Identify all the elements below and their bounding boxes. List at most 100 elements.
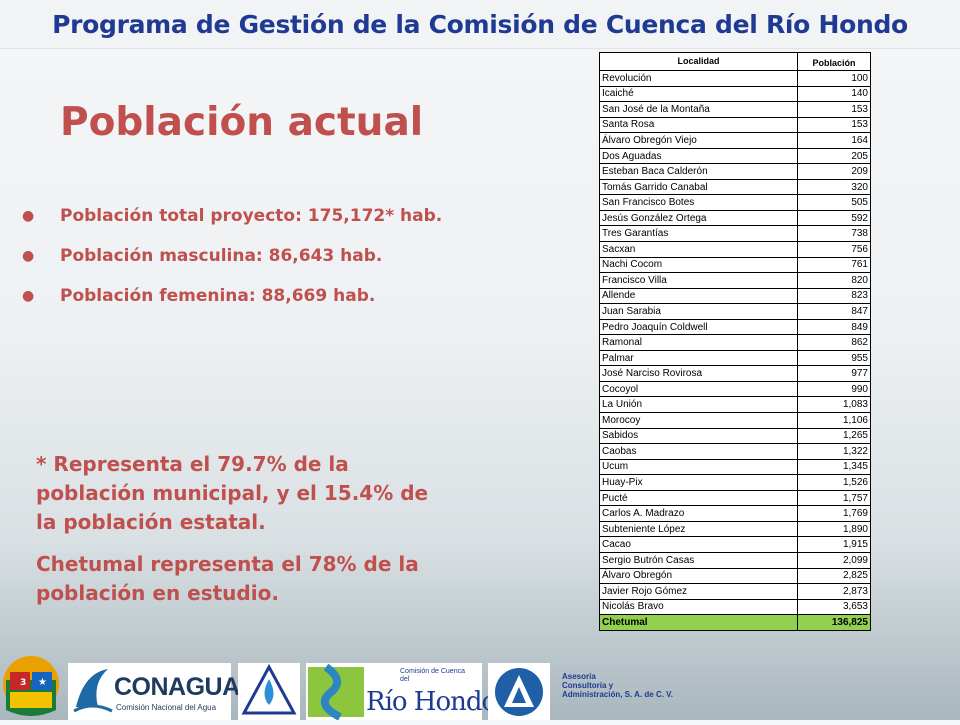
table-row: Nicolás Bravo 3,653 [599, 598, 871, 616]
cell-locality: Javier Rojo Gómez [599, 583, 798, 600]
rio-hondo-logo: Comisión de Cuenca del Río Hondo [306, 663, 497, 720]
capa-logo [238, 663, 300, 720]
column-header-locality: Localidad [599, 52, 798, 71]
table-row: Javier Rojo Gómez 2,873 [599, 583, 871, 600]
table-row: Álvaro Obregón Viejo 164 [599, 132, 871, 149]
svg-text:3: 3 [20, 678, 26, 688]
cell-locality: Allende [599, 287, 798, 305]
cell-locality: Icaiché [599, 85, 798, 103]
table-row: Juan Sarabia 847 [599, 303, 871, 320]
column-header-population: Población [797, 52, 871, 71]
table-row: Santa Rosa 153 [599, 116, 871, 134]
cell-locality: Revolución [599, 70, 798, 87]
table-row: Pedro Joaquín Coldwell 849 [599, 318, 871, 336]
cell-population: 2,873 [797, 583, 871, 600]
cell-locality: Sergio Butrón Casas [599, 551, 798, 569]
cell-locality: Caobas [599, 443, 798, 460]
asesoria-line: Asesoría [562, 672, 596, 681]
cell-locality: Santa Rosa [599, 116, 798, 134]
cell-locality: Nachi Cocom [599, 256, 798, 274]
bullet-item: ● Población masculina: 86,643 hab. [22, 236, 542, 276]
cell-population: 1,890 [797, 520, 871, 538]
cell-population: 164 [797, 132, 871, 149]
table-row: Caobas 1,322 [599, 443, 871, 460]
cell-population: 738 [797, 225, 871, 243]
table-header-row: Localidad Población [599, 52, 871, 71]
note-block: * Representa el 79.7% de la población mu… [36, 450, 436, 621]
table-body: Revolución 100 Icaiché 140 San José de la Mo… [599, 70, 871, 631]
cell-population: 1,083 [797, 396, 871, 414]
cell-locality: Francisco Villa [599, 272, 798, 289]
cell-population: 2,099 [797, 551, 871, 569]
section-title: Población actual [60, 100, 424, 145]
bullet-icon: ● [22, 208, 35, 224]
table-row: Carlos A. Madrazo 1,769 [599, 505, 871, 522]
cell-locality: Tomás Garrido Canabal [599, 178, 798, 196]
page-title: Programa de Gestión de la Comisión de Cu… [52, 9, 908, 39]
cell-population: 847 [797, 303, 871, 320]
cell-population: 153 [797, 101, 871, 118]
cell-population: 1,915 [797, 536, 871, 553]
cell-population: 136,825 [797, 614, 871, 631]
cell-locality: Subteniente López [599, 520, 798, 538]
table-row: La Unión 1,083 [599, 396, 871, 414]
table-row: Sabidos 1,265 [599, 427, 871, 445]
cell-locality: Álvaro Obregón [599, 567, 798, 585]
cell-locality: Álvaro Obregón Viejo [599, 132, 798, 149]
bullet-item: ● Población femenina: 88,669 hab. [22, 276, 542, 316]
cell-population: 823 [797, 287, 871, 305]
cell-population: 1,757 [797, 489, 871, 507]
cell-locality: San Francisco Botes [599, 194, 798, 211]
table-row: Dos Aguadas 205 [599, 147, 871, 165]
cell-population: 320 [797, 178, 871, 196]
table-row: Jesús González Ortega 592 [599, 209, 871, 227]
cell-locality: Pucté [599, 489, 798, 507]
table-row: Revolución 100 [599, 70, 871, 87]
cell-locality: Sacxan [599, 241, 798, 258]
table-row: San José de la Montaña 153 [599, 101, 871, 118]
cell-population: 977 [797, 365, 871, 382]
svg-text:★: ★ [38, 677, 47, 688]
cell-population: 1,769 [797, 505, 871, 522]
cell-population: 153 [797, 116, 871, 134]
cell-locality: Huay-Pix [599, 474, 798, 491]
cell-locality: Esteban Baca Calderón [599, 163, 798, 180]
cell-locality: Nicolás Bravo [599, 598, 798, 616]
table-row: Esteban Baca Calderón 209 [599, 163, 871, 180]
table-row: Subteniente López 1,890 [599, 520, 871, 538]
asesoria-line: Consultoría y [562, 681, 614, 690]
quintana-roo-seal-logo: 3 ★ [0, 650, 62, 720]
cell-locality: Dos Aguadas [599, 147, 798, 165]
conagua-logo: CONAGUA Comisión Nacional del Agua [68, 663, 240, 720]
cell-locality: Ucum [599, 458, 798, 476]
table-row: Álvaro Obregón 2,825 [599, 567, 871, 585]
cell-locality: Juan Sarabia [599, 303, 798, 320]
table-row: Cocoyol 990 [599, 380, 871, 398]
table-row: Sergio Butrón Casas 2,099 [599, 551, 871, 569]
bullet-icon: ● [22, 248, 35, 264]
table-row: Pucté 1,757 [599, 489, 871, 507]
cell-population: 2,825 [797, 567, 871, 585]
cell-population: 820 [797, 272, 871, 289]
table-row: Sacxan 756 [599, 241, 871, 258]
table-row: Nachi Cocom 761 [599, 256, 871, 274]
cell-locality: Chetumal [599, 614, 798, 631]
asesoria-line: Administración, S. A. de C. V. [562, 690, 673, 699]
table-row: Tomás Garrido Canabal 320 [599, 178, 871, 196]
table-row: Ucum 1,345 [599, 458, 871, 476]
table-row: Ramonal 862 [599, 334, 871, 351]
cell-population: 209 [797, 163, 871, 180]
note-percent: * Representa el 79.7% de la población mu… [36, 452, 429, 534]
cell-population: 990 [797, 380, 871, 398]
bullet-icon: ● [22, 288, 35, 304]
table-row: José Narciso Rovirosa 977 [599, 365, 871, 382]
table-row: Tres Garantías 738 [599, 225, 871, 243]
cell-locality: Cocoyol [599, 380, 798, 398]
table-row: Icaiché 140 [599, 85, 871, 103]
cell-locality: Tres Garantías [599, 225, 798, 243]
cell-locality: Palmar [599, 349, 798, 367]
cell-population: 862 [797, 334, 871, 351]
table-row: San Francisco Botes 505 [599, 194, 871, 211]
cell-locality: Carlos A. Madrazo [599, 505, 798, 522]
asesoria-caption: Asesoría Consultoría y Administración, S… [562, 672, 702, 699]
